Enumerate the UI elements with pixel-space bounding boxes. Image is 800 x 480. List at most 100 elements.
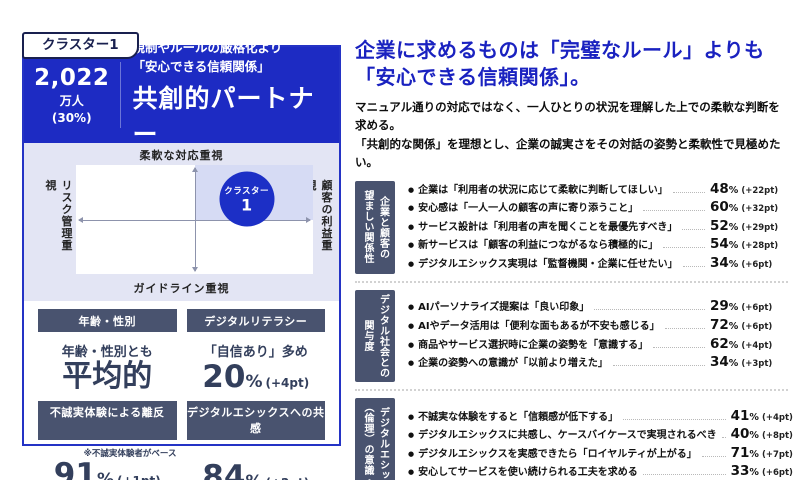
section-label-line2: 望ましい関係性 (362, 190, 373, 264)
stat-item: ● 企業は「利用者の状況に応じて柔軟に判断してほしい」 48% (+22pt) (408, 181, 788, 200)
stat-item-text: AIパーソナライズ提案は「良い印象」 (418, 302, 590, 314)
bullet-icon: ● (408, 449, 415, 458)
stat-item-text: サービス設計は「利用者の声を聞くことを最優先すべき」 (418, 221, 678, 233)
stat-item-delta: (+7pt) (761, 449, 793, 460)
stat-item-text: 新サービスは「顧客の利益につながるなら積極的に」 (418, 240, 659, 252)
stat-unit: % (96, 469, 114, 480)
stat-item: ● AIパーソナライズ提案は「良い印象」 29% (+6pt) (408, 298, 788, 317)
section-label: デジタルエシックス （倫理）の意識・効果 (355, 397, 395, 480)
section-label: 企業と顧客の 望ましい関係性 (355, 180, 395, 274)
stat-item: ● デジタルエシックス実現は「監督機関・企業に任せたい」 34% (+6pt) (408, 255, 788, 274)
dotted-leader (612, 365, 705, 367)
section-items: ● 不誠実な体験をすると「信頼感が低下する」 41% (+4pt) ● デジタルエ… (408, 398, 800, 480)
dotted-leader (682, 228, 705, 230)
bullet-icon: ● (408, 204, 415, 213)
stat-sections: 企業と顧客の 望ましい関係性 ● 企業は「利用者の状況に応じて柔軟に判断してほし… (355, 180, 793, 480)
cluster-subtitle-line2: 「安心できる信頼関係」 (132, 58, 270, 74)
population-block: 2,022 万人 (30%) (34, 65, 109, 125)
stat-item: ● サービス設計は「利用者の声を聞くことを最優先すべき」 52% (+29pt) (408, 218, 788, 237)
stat-item-unit: % (728, 302, 739, 314)
axis-label-top: 柔軟な対応重視 (139, 149, 224, 162)
section-label: デジタル社会との 関与度 (355, 289, 395, 382)
dotted-leader (663, 247, 705, 249)
stat-delta: (+2pt) (265, 476, 309, 480)
stat-item-delta: (+6pt) (741, 259, 773, 270)
cluster-subtitle-line1: 規制やルールの厳格化より (132, 39, 283, 55)
population-share: (30%) (51, 111, 92, 125)
stat-item-value: 72 (710, 316, 729, 333)
cluster-marker: クラスター 1 (219, 171, 275, 227)
stat-item-text: 企業の姿勢への意識が「以前より増えた」 (418, 358, 608, 370)
stat-item-unit: % (728, 320, 739, 332)
stat-item-text: 商品やサービス選択時に企業の姿勢を「意識する」 (418, 339, 649, 351)
stat-item-unit: % (728, 339, 739, 351)
bullet-icon: ● (408, 340, 415, 349)
dotted-leader (701, 455, 726, 457)
bullet-icon: ● (408, 303, 415, 312)
axis-label-bottom: ガイドライン重視 (133, 282, 230, 295)
horizontal-axis-arrow (78, 216, 311, 223)
stat-item-unit: % (749, 448, 759, 460)
section-label-line1: デジタル社会との (377, 293, 389, 378)
vertical-divider (120, 62, 122, 128)
cluster-panel: クラスター1 2,022 万人 (30%) 規制やルールの厳格化より 「安心でき… (22, 32, 341, 480)
stat-item-delta: (+6pt) (741, 321, 773, 332)
stat-header-ethics-empathy: デジタルエシックスへの共感 (186, 400, 325, 440)
bullet-icon: ● (408, 222, 415, 231)
stat-item: ● 新サービスは「顧客の利益につながるなら積極的に」 54% (+28pt) (408, 236, 788, 255)
stat-item: ● 企業の姿勢への意識が「以前より増えた」 34% (+3pt) (408, 354, 788, 373)
stat-item-text: 企業は「利用者の状況に応じて柔軟に判断してほしい」 (418, 184, 668, 196)
stat-item-unit: % (728, 240, 739, 252)
stat-item-delta: (+4pt) (741, 340, 773, 351)
stat-item-unit: % (749, 467, 759, 479)
stat-item-value: 34 (710, 354, 729, 371)
stat-item-text: 安心してサービスを使い続けられる工夫を求める (418, 467, 638, 479)
stat-item-delta: (+8pt) (761, 431, 793, 442)
stat-item-text: デジタルエシックスに共感し、ケースバイケースで実現されるべき (418, 430, 717, 442)
stat-unit: % (245, 372, 263, 392)
stat-item-unit: % (728, 203, 739, 215)
stat-item-value: 62 (710, 335, 729, 352)
stat-item-text: デジタルエシックスを実感できたら「ロイヤルティが上がる」 (418, 448, 697, 460)
stat-item-unit: % (728, 358, 739, 370)
dotted-separator (355, 280, 788, 283)
section-label-line2: （倫理）の意識・効果 (362, 401, 373, 480)
stat-item: ● AIやデータ活用は「便利な面もあるが不安も感じる」 72% (+6pt) (408, 317, 788, 336)
dotted-leader (642, 474, 726, 476)
stat-header-digital-literacy: デジタルリテラシー (186, 309, 325, 332)
stat-item-delta: (+6pt) (741, 303, 773, 314)
stat-body-age-gender: 年齢・性別とも 平均的 (38, 337, 177, 396)
stat-line: 年齢・性別とも (61, 345, 153, 360)
stat-value-row: 91%(+1pt) (38, 457, 177, 480)
stat-item-value: 41 (730, 407, 750, 424)
section-digital-ethics-awareness: デジタルエシックス （倫理）の意識・効果 ● 不誠実な体験をすると「信頼感が低下… (355, 397, 793, 480)
section-label-line1: 企業と顧客の (377, 195, 389, 259)
dotted-separator (355, 388, 788, 391)
axis-label-left: リスク管理重視 (44, 179, 73, 252)
page-lead-line1: マニュアル通りの対応ではなく、一人ひとりの状況を理解した上での柔軟な判断を求める… (355, 100, 780, 133)
bullet-icon: ● (408, 412, 415, 421)
stat-value: 84 (202, 458, 246, 480)
stat-item-unit: % (728, 258, 739, 270)
stat-item-delta: (+6pt) (761, 468, 793, 479)
stat-body-ethics-empathy: 84%(+2pt) (187, 445, 326, 480)
cluster-marker-number: 1 (241, 195, 253, 215)
stat-item: ● デジタルエシックスに共感し、ケースバイケースで実現されるべき 40% (+8p… (408, 426, 800, 445)
stat-item: ● デジタルエシックスを実感できたら「ロイヤルティが上がる」 71% (+7pt) (408, 445, 800, 464)
stat-item-value: 40 (730, 426, 750, 443)
stats-grid: 年齢・性別 デジタルリテラシー 年齢・性別とも 平均的 「自信あり」多め 20%… (24, 301, 339, 480)
page-title-line2: 「安心できる信頼関係」。 (355, 65, 591, 89)
stat-item-unit: % (728, 184, 739, 196)
stat-footnote-spacer (187, 447, 326, 460)
stat-item-value: 33 (730, 463, 750, 480)
population-unit: 万人 (59, 94, 84, 108)
section-company-customer-relationship: 企業と顧客の 望ましい関係性 ● 企業は「利用者の状況に応じて柔軟に判断してほし… (355, 180, 788, 274)
stat-item: ● 商品やサービス選択時に企業の姿勢を「意識する」 62% (+4pt) (408, 336, 788, 355)
stat-line: 「自信あり」多め (203, 345, 308, 360)
page-lead-line2: 「共創的な関係」を理想とし、企業の誠実さをその対話の姿勢と柔軟性で見極めたい。 (355, 136, 781, 170)
stat-delta: (+1pt) (117, 474, 161, 480)
dotted-leader (653, 346, 705, 348)
stat-item-value: 54 (710, 236, 729, 253)
stat-item-delta: (+22pt) (741, 185, 779, 196)
